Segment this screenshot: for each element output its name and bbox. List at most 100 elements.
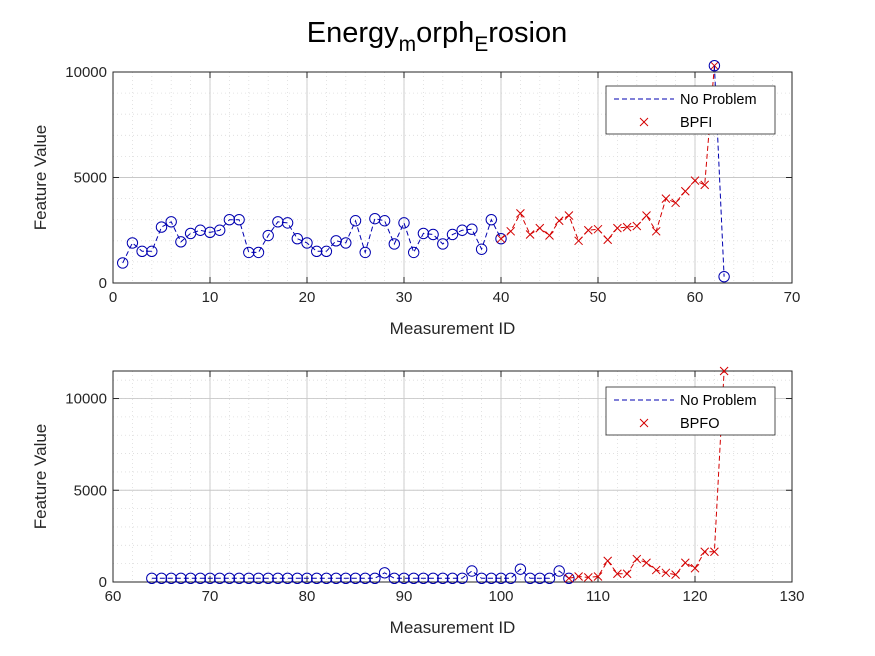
data-point-circle-marker <box>194 572 207 585</box>
data-point-circle-marker <box>437 238 449 250</box>
data-point-circle-marker <box>146 245 158 258</box>
data-point-circle-marker <box>466 223 478 235</box>
x-marker-stroke <box>642 211 651 220</box>
data-point-x-marker <box>583 573 593 582</box>
x-marker-stroke <box>593 572 603 581</box>
data-point-x-marker <box>506 226 516 236</box>
data-point-x-marker <box>593 224 603 234</box>
x-tick-label: 30 <box>396 289 413 306</box>
figure-title: EnergymorphErosion <box>307 17 567 56</box>
data-point-circle-marker <box>281 572 294 585</box>
legend-marker-x <box>639 418 649 428</box>
title-part-2: orph <box>416 17 474 49</box>
data-point-circle-marker <box>437 572 449 585</box>
data-point-x-marker <box>603 556 613 566</box>
x-marker-stroke <box>574 572 583 581</box>
data-point-circle-marker <box>446 572 459 585</box>
x-tick-label: 80 <box>299 588 316 605</box>
data-point-circle-marker <box>301 237 313 249</box>
x-tick-label: 130 <box>779 588 804 605</box>
x-marker-stroke <box>690 563 700 573</box>
x-marker-stroke <box>622 569 632 579</box>
data-point-x-marker <box>603 235 613 245</box>
data-point-x-marker <box>525 230 535 239</box>
data-point-circle-marker <box>475 243 488 255</box>
axes-frame <box>112 370 793 583</box>
data-point-circle-marker <box>117 257 129 269</box>
legend-marker-x <box>639 117 649 127</box>
data-point-circle-marker <box>359 572 371 585</box>
data-point-x-marker <box>651 226 661 236</box>
data-point-circle-marker <box>214 572 226 585</box>
data-point-x-marker <box>661 568 671 578</box>
x-tick-label: 20 <box>299 289 316 306</box>
data-point-circle-marker <box>223 572 236 585</box>
x-tick-label: 10 <box>202 289 219 306</box>
x-marker-stroke <box>700 547 710 557</box>
x-marker-stroke <box>639 117 649 127</box>
data-point-x-marker <box>651 565 661 575</box>
legend: No Problem BPFO <box>605 386 776 436</box>
y-tick-label: 5000 <box>74 482 107 499</box>
y-tick-label: 5000 <box>74 170 107 187</box>
series-line <box>122 218 502 264</box>
data-point-x-marker <box>564 573 574 583</box>
data-point-x-marker <box>690 563 700 573</box>
data-point-circle-marker <box>165 572 177 585</box>
data-point-circle-marker <box>408 572 420 585</box>
data-point-circle-marker <box>155 221 168 233</box>
data-point-circle-marker <box>311 572 323 585</box>
data-point-circle-marker <box>708 59 721 72</box>
data-point-circle-marker <box>252 572 265 585</box>
data-point-circle-marker <box>408 246 420 259</box>
data-point-circle-marker <box>378 215 391 227</box>
x-marker-stroke <box>651 565 661 575</box>
legend-box <box>605 85 776 135</box>
x-marker-stroke <box>583 225 593 235</box>
data-point-x-marker <box>574 236 583 246</box>
title-subscript-1: m <box>399 33 417 56</box>
x-marker-stroke <box>632 554 642 564</box>
data-point-circle-marker <box>514 563 527 575</box>
data-point-x-marker <box>642 211 651 220</box>
data-point-circle-marker <box>718 270 730 283</box>
x-marker-stroke <box>632 221 642 231</box>
data-point-circle-marker <box>485 572 497 585</box>
data-point-x-marker <box>545 231 554 240</box>
data-point-circle-marker <box>446 228 459 241</box>
data-point-circle-marker <box>388 238 400 250</box>
data-point-circle-marker <box>505 572 517 585</box>
x-marker-stroke <box>496 234 506 244</box>
data-point-x-marker <box>496 234 506 244</box>
data-point-x-marker <box>700 180 710 190</box>
legend-label: BPFI <box>680 115 712 131</box>
x-marker-stroke <box>700 180 710 190</box>
legend-box <box>605 386 776 436</box>
x-marker-stroke <box>639 418 649 428</box>
data-point-x-marker <box>690 176 700 186</box>
data-point-x-marker <box>661 194 671 203</box>
data-point-circle-marker <box>427 228 439 241</box>
x-tick-label: 0 <box>109 289 117 306</box>
data-point-circle-marker <box>534 572 546 585</box>
legend-label: BPFO <box>680 416 719 432</box>
data-point-circle-marker <box>543 572 556 585</box>
data-point-circle-marker <box>136 245 148 258</box>
x-marker-stroke <box>554 216 564 226</box>
x-tick-label: 70 <box>784 289 801 306</box>
data-point-circle-marker <box>262 229 274 242</box>
series-line <box>568 370 725 579</box>
x-marker-stroke <box>593 224 603 234</box>
y-axis-label: Feature Value <box>31 125 50 231</box>
data-point-circle-marker <box>243 572 255 585</box>
data-point-circle-marker <box>291 232 303 245</box>
data-point-x-marker <box>554 216 564 226</box>
data-point-circle-marker <box>398 217 410 229</box>
x-tick-label: 100 <box>488 588 513 605</box>
data-point-circle-marker <box>204 572 216 585</box>
legend-label: No Problem <box>680 393 757 409</box>
x-marker-stroke <box>613 223 622 233</box>
title-part-1: Energy <box>307 17 399 49</box>
series-bpfo <box>564 366 729 583</box>
